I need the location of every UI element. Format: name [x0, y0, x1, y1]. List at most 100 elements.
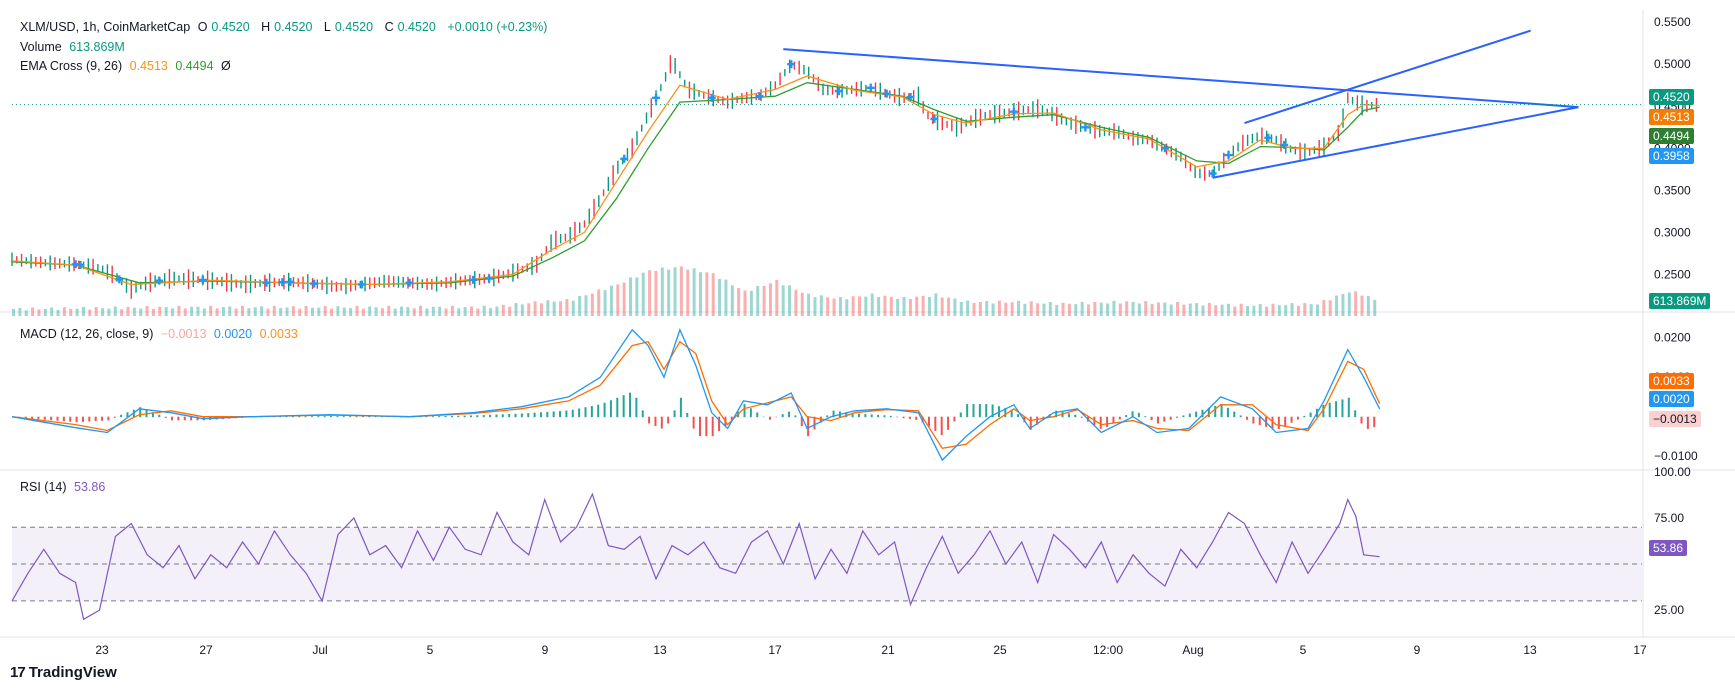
macd-hist-bar	[641, 410, 644, 418]
volume-bar	[756, 285, 760, 316]
macd-hist-bar	[1322, 405, 1325, 418]
macd-hist-bar	[539, 412, 542, 418]
x-tick-label: 25	[993, 643, 1007, 657]
volume-bar	[1265, 306, 1269, 316]
volume-bar	[107, 308, 111, 316]
price-tick-label: 0.5500	[1654, 15, 1691, 29]
last-price-tag: 0.4520	[1649, 89, 1694, 105]
volume-bar	[1271, 303, 1275, 316]
x-tick-label: 27	[199, 643, 213, 657]
macd-hist-bar	[851, 413, 854, 418]
volume-bar	[1195, 303, 1199, 316]
volume-bar	[476, 308, 480, 316]
ema-label[interactable]: EMA Cross (9, 26)	[20, 59, 123, 73]
macd-hist-bar	[1214, 405, 1217, 418]
macd-hist-bar	[1188, 413, 1191, 418]
macd-hist-bar	[546, 411, 549, 418]
volume-tag: 613.869M	[1649, 293, 1711, 309]
rsi-label[interactable]: RSI (14)	[20, 480, 67, 494]
volume-bar	[908, 299, 912, 316]
macd-hist-bar	[183, 416, 186, 421]
volume-bar	[215, 308, 219, 316]
volume-bar	[463, 307, 467, 316]
volume-bar	[622, 282, 626, 316]
macd-hist-bar	[355, 416, 358, 418]
macd-hist-bar	[985, 404, 988, 418]
volume-bar	[24, 310, 28, 316]
macd-hist-bar	[489, 414, 492, 418]
macd-hist-bar	[190, 416, 193, 421]
volume-bar	[355, 305, 359, 316]
volume-bar	[1366, 296, 1370, 316]
volume-bar	[1036, 303, 1040, 316]
volume-bar	[1087, 304, 1091, 316]
macd-line	[11, 328, 1381, 462]
volume-bar	[431, 306, 435, 316]
volume-bar	[705, 272, 709, 316]
macd-tick-label: 0.0200	[1654, 331, 1691, 345]
volume-bar	[896, 298, 900, 316]
cross-marker	[1264, 133, 1273, 142]
macd-hist-bar	[616, 397, 619, 418]
macd-hist-bar	[1029, 416, 1032, 430]
macd-hist-bar	[450, 415, 453, 418]
volume-bar	[419, 305, 423, 316]
macd-hist-bar	[527, 413, 530, 418]
macd-hist-bar	[1156, 416, 1159, 424]
cross-marker	[1208, 169, 1217, 178]
macd-hist-bar	[419, 416, 422, 418]
macd-hist-bar	[1112, 416, 1115, 424]
cross-marker	[707, 93, 716, 102]
macd-label[interactable]: MACD (12, 26, close, 9)	[20, 327, 154, 341]
ema-fast-value: 0.4513	[129, 59, 168, 73]
tradingview-logo[interactable]: 17 TradingView	[10, 664, 117, 681]
volume-bar	[1309, 304, 1313, 316]
cross-marker	[834, 87, 843, 96]
rsi-line	[11, 492, 1380, 621]
volume-bar	[1074, 304, 1078, 316]
volume-bar	[101, 308, 105, 316]
volume-bar	[1316, 304, 1319, 316]
volume-label[interactable]: Volume	[20, 40, 62, 54]
macd-hist-bar	[361, 416, 364, 418]
macd-hist-bar	[1017, 414, 1020, 418]
macd-hist-bar	[1150, 416, 1153, 421]
macd-hist-bar	[463, 415, 466, 418]
macd-hist-bar	[50, 416, 53, 421]
macd-hist-bar	[692, 416, 695, 429]
volume-bar	[527, 303, 531, 316]
macd-hist-bar	[56, 416, 59, 421]
volume-bar	[813, 297, 817, 316]
macd-hist-bar	[151, 412, 154, 418]
macd-hist-bar	[832, 410, 835, 418]
signal-tag: 0.0033	[1649, 373, 1694, 389]
symbol-label[interactable]: XLM/USD, 1h, CoinMarketCap	[20, 20, 191, 34]
macd-hist-bar	[342, 416, 345, 418]
macd-hist-bar	[1106, 416, 1109, 427]
macd-hist-bar	[819, 416, 822, 423]
volume-bar	[743, 290, 747, 316]
volume-bar	[279, 307, 283, 316]
macd-hist-bar	[908, 416, 911, 420]
macd-hist-bar	[1277, 416, 1280, 430]
volume-bar	[1150, 303, 1154, 316]
volume-bar	[660, 267, 664, 316]
volume-bar	[380, 308, 384, 316]
volume-bar	[1258, 304, 1262, 316]
macd-hist-bar	[69, 416, 72, 422]
macd-hist-bar	[1176, 416, 1179, 418]
macd-hist-bar	[1258, 416, 1261, 426]
volume-bar	[858, 296, 862, 316]
volume-bar	[1176, 301, 1180, 316]
volume-bar	[603, 290, 607, 316]
macd-hist-bar	[902, 416, 905, 419]
macd-hist-bar	[482, 415, 485, 418]
volume-bar	[1080, 301, 1084, 316]
macd-hist-bar	[1239, 415, 1242, 418]
macd-hist-bar	[781, 414, 784, 418]
x-tick-label: 9	[1414, 643, 1421, 657]
ema-slow-value: 0.4494	[175, 59, 214, 73]
macd-hist-bar	[444, 415, 447, 418]
macd-hist-bar	[285, 416, 288, 418]
